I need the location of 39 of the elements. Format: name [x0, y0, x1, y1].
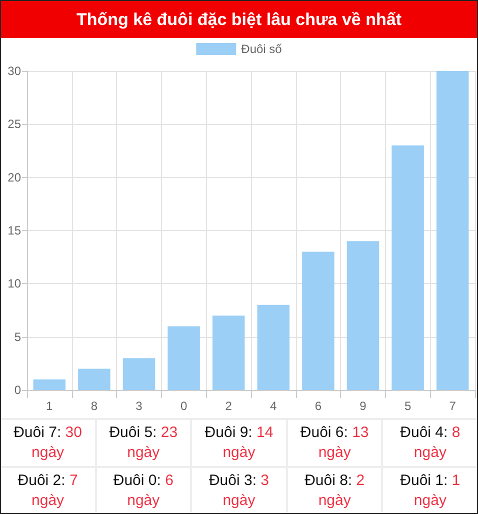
x-tick-label: 9 [360, 399, 367, 413]
text: Đuôi 5: 23 ngày [109, 424, 178, 461]
text: Đuôi 8: 2 ngày [304, 472, 365, 509]
x-tick-label: 7 [449, 399, 456, 413]
y-tick-label: 10 [8, 276, 22, 291]
text: Đuôi 1: 1 ngày [400, 472, 460, 509]
text: Đuôi 0: 6 ngày [113, 472, 174, 509]
bar [168, 326, 200, 390]
x-tick-label: 2 [225, 399, 232, 413]
x-tick-label: 8 [90, 399, 98, 413]
bar [257, 304, 290, 390]
bar [436, 71, 469, 390]
y-tick-label: 30 [8, 64, 22, 78]
bar [33, 379, 66, 390]
x-tick-label: 5 [404, 399, 412, 413]
x-tick-label: 3 [136, 399, 143, 413]
x-tick-label: 0 [180, 399, 188, 413]
text: Đuôi 6: 13 ngày [300, 424, 369, 461]
y-tick-label: 15 [8, 224, 22, 238]
x-tick-label: 6 [314, 399, 322, 413]
bar [346, 241, 380, 390]
y-tick-label: 25 [8, 117, 22, 132]
text: Đuôi 7: 30 ngày [14, 424, 82, 461]
text: Đuôi 3: 3 ngày [208, 472, 270, 509]
text: Đuôi 4: 8 ngày [400, 424, 460, 461]
chart-title: Thống kê đuôi đặc biệt lâu chưa về nhất [1, 1, 477, 38]
x-tick-label: 1 [46, 399, 54, 413]
bar [122, 358, 156, 390]
x-tick-label: 4 [270, 399, 278, 413]
y-tick-label: 5 [14, 330, 22, 344]
text: Đuôi 9: 14 ngày [204, 424, 274, 461]
bar [302, 252, 334, 390]
bar [212, 316, 245, 390]
y-tick-label: 20 [8, 170, 22, 184]
bar [392, 145, 424, 390]
bar [78, 368, 110, 390]
text: Đuôi 2: 7 ngày [18, 472, 78, 509]
y-tick-label: 0 [14, 383, 22, 397]
legend-label: Đuôi số [241, 42, 282, 56]
